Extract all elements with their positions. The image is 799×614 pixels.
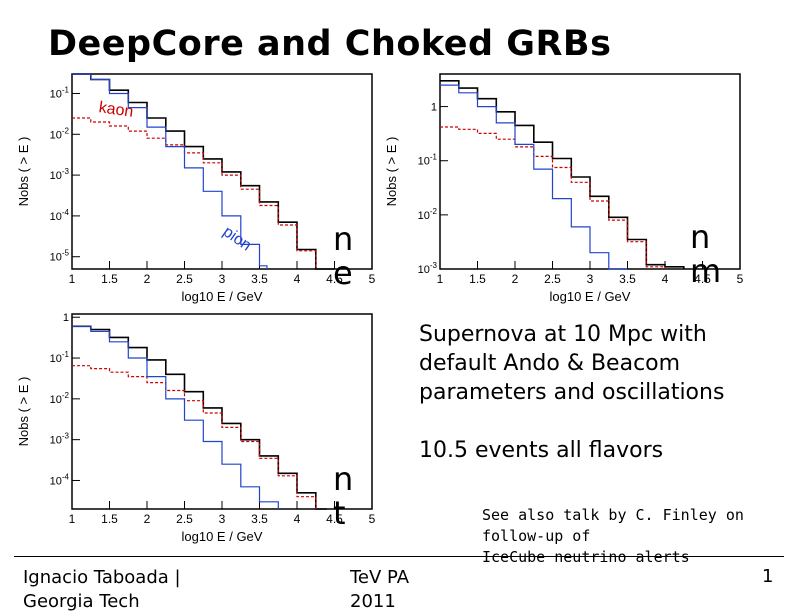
y-tick-label: 10-2	[418, 207, 438, 222]
y-tick-label: 10-3	[418, 261, 438, 276]
x-tick-label: 3.5	[251, 512, 268, 526]
x-tick-label: 5	[369, 512, 376, 526]
flavor-subscript: e	[333, 254, 353, 292]
flavor-label-tau: n t	[333, 462, 353, 530]
x-tick-label: 3	[587, 272, 594, 286]
x-tick-label: 5	[737, 272, 744, 286]
x-tick-label: 5	[369, 272, 376, 286]
author-affiliation: Georgia Tech	[23, 591, 140, 612]
x-tick-label: 2	[144, 272, 151, 286]
x-tick-label: 4.5	[326, 272, 343, 286]
plot-nu-mu: 1 1.5 2 2.5 3 3.5 4 4.5 5 10-3 10-2 10-1 1 log10 E / …	[384, 73, 744, 304]
x-tick-label: 1.5	[469, 272, 486, 286]
footer-venue: TeV PA 2011	[350, 566, 409, 614]
footer-page-number: 1	[762, 566, 774, 587]
series-kaon-line	[440, 126, 666, 269]
author-name: Ignacio Taboada |	[23, 567, 181, 588]
nu-symbol: n	[333, 460, 354, 498]
x-axis-label: log10 E / GeV	[182, 529, 263, 544]
y-tick-label: 10-4	[50, 472, 70, 487]
flavor-subscript: m	[690, 252, 722, 290]
plot-nu-tau: 1 1.5 2 2.5 3 3.5 4 4.5 5 10-4 10-3 10-2 10-1 1 log10 …	[16, 312, 376, 544]
y-tick-label: 10-3	[50, 432, 70, 447]
y-tick-label: 10-2	[50, 391, 70, 406]
pion-annotation: pion	[220, 223, 255, 254]
venue-year: 2011	[350, 591, 396, 612]
x-tick-label: 3.5	[619, 272, 636, 286]
x-tick-label: 4.5	[326, 512, 343, 526]
series-kaon-line	[72, 365, 317, 509]
x-axis-label: log10 E / GeV	[182, 289, 263, 304]
flavor-subscript: t	[333, 494, 346, 532]
note-line: See also talk by C. Finley on	[482, 506, 744, 524]
kaon-annotation: kaon	[98, 99, 135, 121]
nu-symbol: n	[333, 220, 354, 258]
x-tick-label: 3.5	[251, 272, 268, 286]
series-pion-line	[72, 73, 268, 269]
y-tick-label: 1	[431, 102, 437, 114]
x-tick-label: 1.5	[101, 512, 118, 526]
see-also-note: See also talk by C. Finley on follow-up …	[482, 505, 744, 568]
y-tick-label: 10-5	[50, 249, 70, 264]
x-tick-label: 2.5	[176, 512, 193, 526]
flavor-label-e: n e	[333, 222, 353, 290]
events-summary: 10.5 events all flavors	[419, 438, 664, 463]
x-tick-label: 3	[219, 512, 226, 526]
note-line: follow-up of	[482, 527, 591, 545]
y-tick-label: 10-1	[50, 350, 70, 365]
info-line: default Ando & Beacom	[419, 351, 681, 376]
y-tick-label: 10-2	[50, 126, 70, 141]
x-tick-label: 1	[437, 272, 444, 286]
footer-divider	[14, 556, 784, 557]
nu-symbol: n	[690, 218, 711, 256]
x-tick-label: 4	[294, 272, 301, 286]
y-tick-label: 10-4	[50, 208, 70, 223]
y-axis-label: Nobs ( > E )	[16, 377, 31, 447]
series-pion-line	[440, 84, 628, 270]
y-tick-label: 10-1	[50, 85, 70, 100]
footer-author: Ignacio Taboada | Georgia Tech	[23, 566, 181, 614]
plot-nu-e: 1 1.5 2 2.5 3 3.5 4 4.5 5 10-5 10-4 10-3 10-2 10-1 log…	[16, 73, 376, 304]
x-tick-label: 1.5	[101, 272, 118, 286]
x-tick-label: 3	[219, 272, 226, 286]
series-kaon-line	[72, 117, 317, 269]
x-tick-label: 2.5	[544, 272, 561, 286]
y-tick-label: 1	[63, 312, 69, 324]
series-total-line	[72, 325, 327, 510]
flavor-label-mu: n m	[690, 220, 721, 288]
x-tick-label: 1	[69, 512, 76, 526]
x-tick-label: 4	[294, 512, 301, 526]
y-axis-label: Nobs ( > E )	[384, 137, 399, 207]
x-tick-label: 1	[69, 272, 76, 286]
x-tick-label: 4	[662, 272, 669, 286]
x-tick-label: 2	[144, 512, 151, 526]
y-axis-label: Nobs ( > E )	[16, 137, 31, 207]
x-tick-label: 4.5	[694, 272, 711, 286]
info-line: parameters and oscillations	[419, 380, 725, 405]
slide-title: DeepCore and Choked GRBs	[48, 24, 612, 64]
x-tick-label: 2	[512, 272, 519, 286]
series-pion-line	[72, 325, 279, 509]
y-tick-label: 10-1	[418, 153, 438, 168]
supernova-description: Supernova at 10 Mpc with default Ando & …	[419, 320, 724, 407]
venue-name: TeV PA	[350, 567, 410, 588]
note-line: IceCube neutrino alerts	[482, 548, 690, 566]
series-total-line	[440, 80, 685, 269]
info-line: Supernova at 10 Mpc with	[419, 322, 707, 347]
y-tick-label: 10-3	[50, 167, 70, 182]
x-tick-label: 2.5	[176, 272, 193, 286]
x-axis-label: log10 E / GeV	[550, 289, 631, 304]
